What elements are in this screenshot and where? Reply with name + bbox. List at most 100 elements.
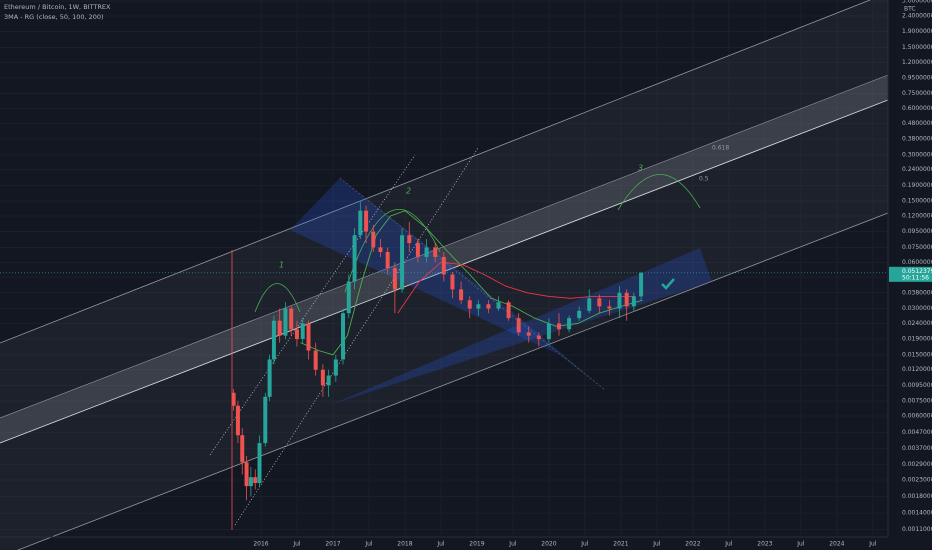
y-tick-label: 0.00950000 [902,382,932,389]
x-tick-label: 2017 [325,541,340,548]
annotation: 0.5 [699,176,709,183]
candle-body [546,323,551,340]
candle-body [433,247,438,257]
channel-line [0,74,889,419]
candle-body [424,247,429,257]
candle-body [392,268,397,290]
y-tick-label: 0.75000000 [902,90,932,97]
x-tick-label: 2019 [469,541,484,548]
y-tick-label: 1.20000000 [902,59,932,66]
x-tick-label: Jul [508,541,517,548]
y-tick-label: 0.38000000 [902,136,932,143]
y-unit: BTC [904,6,916,13]
y-tick-label: 0.30000000 [902,151,932,158]
y-tick-label: 0.60000000 [902,105,932,112]
y-tick-label: 0.06000000 [902,259,932,266]
candle-body [333,359,338,376]
y-tick-label: 0.12000000 [902,213,932,220]
candle-body [385,251,390,269]
candle-body [639,272,644,297]
y-tick-label: 0.09500000 [902,228,932,235]
y-tick-label: 0.00600000 [902,413,932,420]
x-tick-label: Jul [364,541,373,548]
wedge [330,248,712,405]
y-tick-label: 0.19000000 [902,182,932,189]
candle-body [577,310,582,319]
moving-average [397,261,636,314]
candle-body [597,298,602,307]
candle-body [536,335,541,340]
candle-body [248,477,253,487]
candle-body [289,308,294,330]
x-tick-label: 2020 [541,541,556,548]
candle-body [415,243,420,257]
wedge-edge [339,177,606,391]
x-tick-label: Jul [796,541,805,548]
candle-body [476,304,481,309]
y-tick-label: 0.00180000 [902,493,932,500]
candle-body [459,289,464,301]
channel-line [16,212,889,550]
x-tick-label: Jul [724,541,733,548]
x-tick-label: 2024 [829,541,844,548]
annotation: 2 [406,187,411,196]
y-tick-label: 0.00230000 [902,477,932,484]
candle-body [516,318,521,333]
candle-body [346,281,351,314]
candle-body [371,231,376,248]
y-tick-label: 0.00110000 [902,526,932,533]
y-tick-label: 3.00000000 [902,0,932,5]
y-tick-label: 0.48000000 [902,120,932,127]
candle-body [467,300,472,309]
x-tick-label: 2022 [685,541,700,548]
annotation: 3 [638,164,643,173]
y-tick-label: 0.95000000 [902,74,932,81]
candle-body [271,320,276,360]
candle-body [283,308,288,336]
x-tick-label: 2021 [613,541,628,548]
candle-body [253,477,258,484]
x-tick-label: Jul [436,541,445,548]
annotation: 1 [279,261,284,270]
y-tick-label: 0.15000000 [902,198,932,205]
x-tick-label: Jul [652,541,661,548]
candle-body [407,235,412,244]
candle-body [294,329,299,340]
arc [617,174,701,211]
candle-body [506,302,511,319]
candle-body [486,304,491,309]
candle-body [450,274,455,290]
candle-body [235,405,240,436]
y-tick-label: 0.00750000 [902,398,932,405]
countdown: 50:11:56 [902,274,929,281]
candle-body [624,292,629,307]
candle-body [244,462,249,487]
candle-body [267,359,272,397]
dotted-line [209,154,416,456]
candle-body [607,306,612,309]
candle-body [441,256,446,275]
y-tick-label: 0.01500000 [902,351,932,358]
candle-body [313,350,318,370]
chart-subtitle: 3MA - RG (close, 50, 100, 200) [4,13,104,21]
y-tick-label: 0.00470000 [902,429,932,436]
moving-average [300,210,643,356]
channel-line [0,0,871,344]
price-label-box [889,266,932,282]
candle-body [631,296,636,307]
candle-body [526,332,531,336]
y-tick-label: 0.00140000 [902,510,932,517]
y-tick-label: 0.00290000 [902,461,932,468]
candle-body [496,302,501,309]
candle-body [364,210,369,232]
marks [231,201,644,501]
check-icon [661,278,675,290]
candle-body [277,320,282,336]
candle-body [352,235,357,282]
y-tick-label: 0.01900000 [902,336,932,343]
candle-body [341,313,346,360]
candle-body [358,210,363,236]
x-tick-label: 2023 [757,541,772,548]
